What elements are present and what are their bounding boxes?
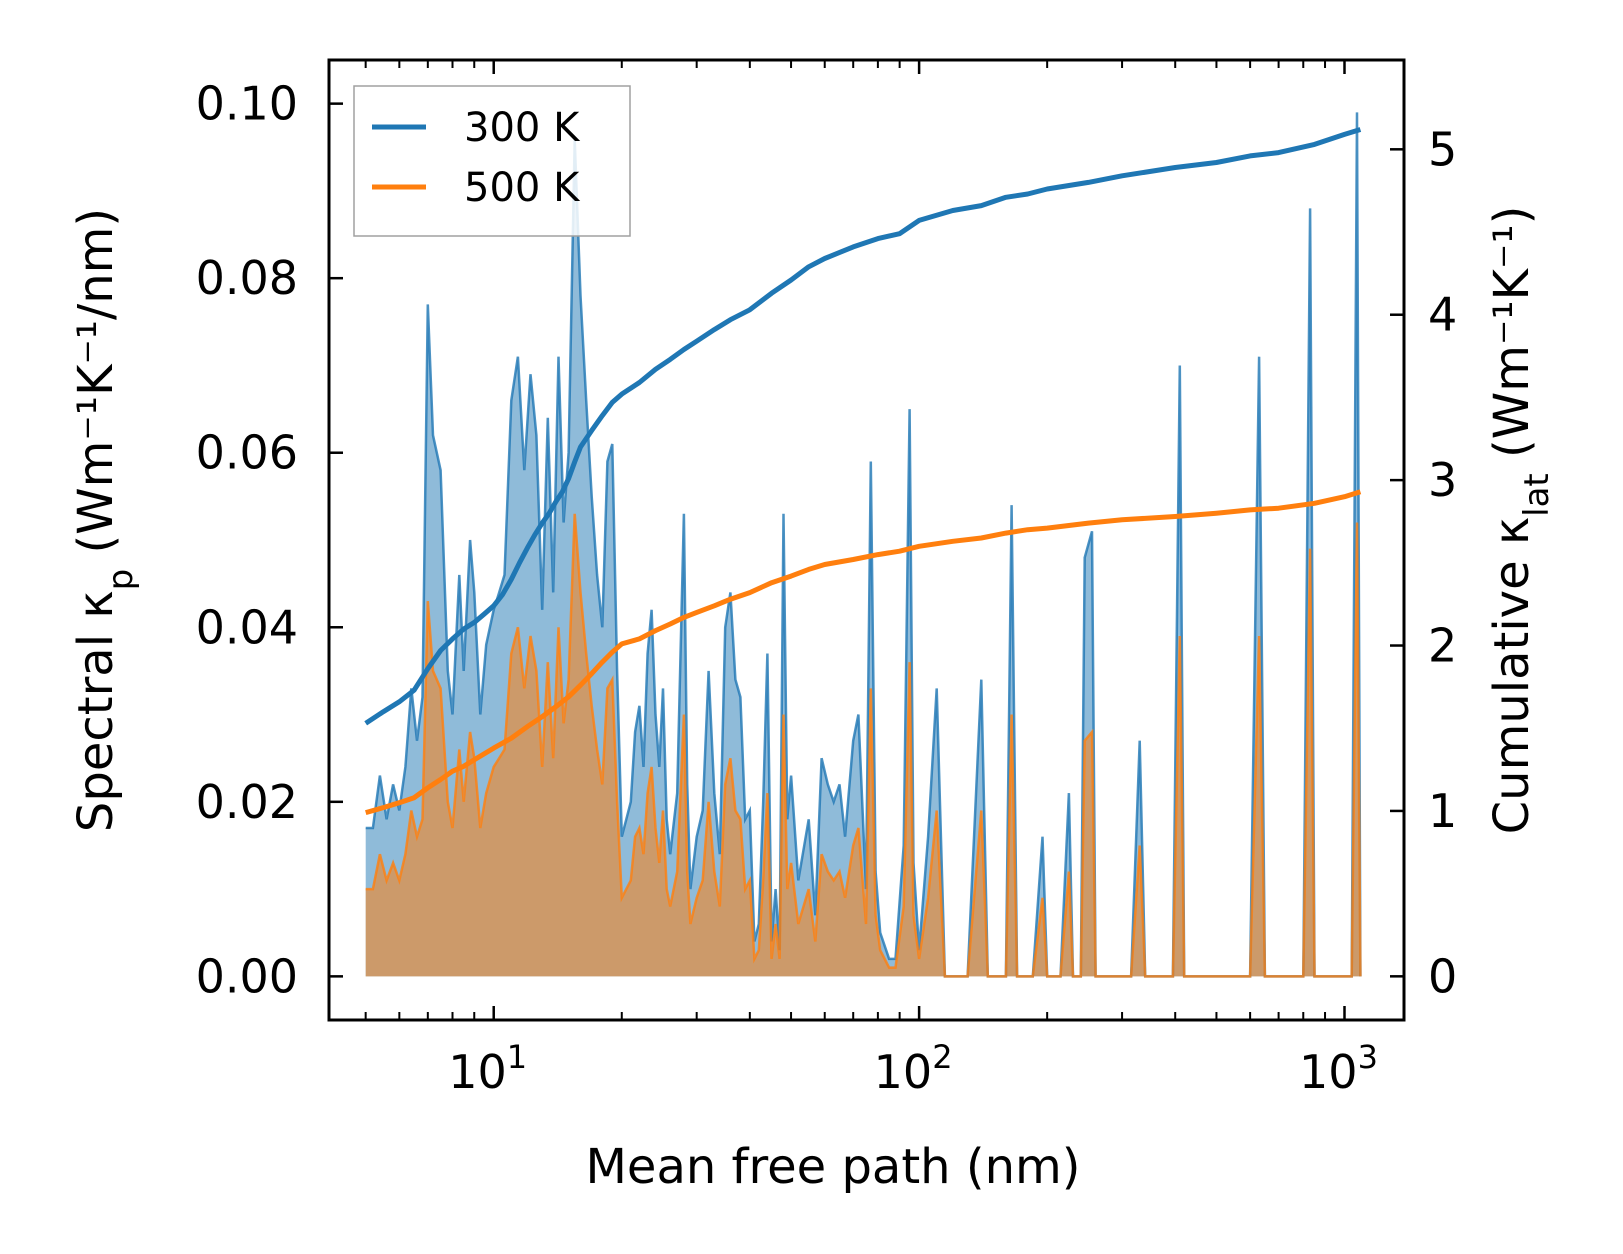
legend: 300 K 500 K — [353, 85, 631, 237]
spectral-line-500k — [365, 513, 1362, 978]
y-left-tick-label: 0.08 — [196, 251, 298, 305]
y-right-tick-label: 3 — [1428, 453, 1457, 507]
y-left-tick-label: 0.04 — [196, 600, 298, 654]
y-left-tick-label: 0.06 — [196, 426, 298, 480]
y-right-tick-label: 4 — [1428, 288, 1457, 342]
legend-label-300k: 300 K — [464, 105, 581, 151]
x-tick-label: 101 — [448, 1038, 527, 1099]
y-right-tick-label: 1 — [1428, 784, 1457, 838]
y-left-title-sub: p — [101, 569, 141, 591]
y-left-title-main: Spectral κ — [68, 590, 124, 832]
y-right-axis-title: Cumulative κlat (Wm⁻¹K⁻¹) — [1484, 206, 1557, 835]
x-tick-label: 102 — [874, 1038, 953, 1099]
axes-layer: 101 102 103 0.00 0.02 0.04 0.06 0.08 0.10 0 1 2 3 4 5 — [196, 58, 1457, 1099]
cumulative-line-500k — [365, 489, 1362, 816]
cumulative-line-layer — [364, 127, 1362, 816]
y-left-axis-title: Spectral κp (Wm⁻¹K⁻¹/nm) — [68, 208, 141, 832]
legend-box — [353, 85, 631, 237]
spectral-area-500k — [365, 513, 1361, 977]
y-right-title-units: (Wm⁻¹K⁻¹) — [1484, 206, 1540, 474]
y-right-tick-label: 0 — [1428, 949, 1457, 1003]
y-left-tick-label: 0.00 — [196, 949, 298, 1003]
spectral-line-300k — [365, 112, 1362, 978]
x-tick-label: 103 — [1299, 1038, 1378, 1099]
plot-frame — [327, 58, 1406, 1022]
y-left-tick-label: 0.02 — [196, 775, 298, 829]
y-right-title-sub: lat — [1517, 473, 1557, 517]
y-right-tick-label: 2 — [1428, 619, 1457, 673]
cumulative-line-300k — [364, 127, 1362, 726]
y-left-title-units: (Wm⁻¹K⁻¹/nm) — [68, 208, 124, 569]
y-right-title-main: Cumulative κ — [1484, 517, 1540, 835]
y-right-tick-label: 5 — [1428, 122, 1457, 176]
x-axis-title: Mean free path (nm) — [586, 1139, 1081, 1195]
legend-label-500k: 500 K — [464, 165, 581, 211]
y-left-tick-label: 0.10 — [196, 77, 298, 131]
spectral-line-layer — [365, 112, 1362, 978]
